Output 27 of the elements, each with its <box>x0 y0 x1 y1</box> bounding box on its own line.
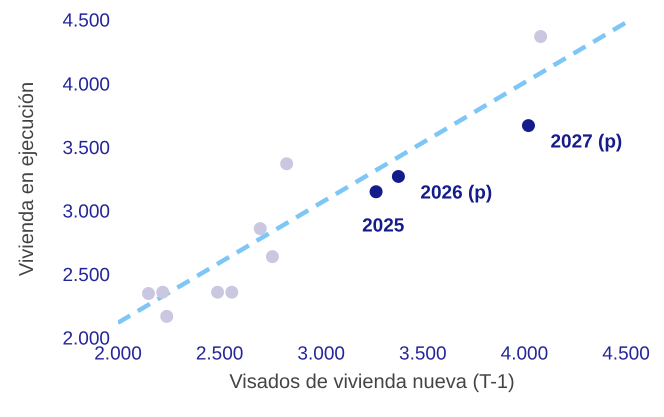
annotation: 2025 <box>362 216 405 237</box>
x-axis-title: Visados de vivienda nueva (T-1) <box>229 371 515 393</box>
point <box>534 30 548 44</box>
y-axis-title: Vivienda en ejecución <box>16 82 38 276</box>
annotation: 2026 (p) <box>420 182 492 204</box>
annotation: 2027 (p) <box>550 132 622 153</box>
y-tick-label: 4.000 <box>62 74 110 96</box>
point <box>280 157 294 170</box>
point <box>156 286 170 299</box>
point <box>392 170 405 183</box>
y-tick-label: 2.500 <box>62 265 110 286</box>
y-tick-label: 3.000 <box>62 202 110 223</box>
x-tick-label: 4.500 <box>602 343 650 364</box>
y-tick-label: 3.500 <box>62 138 110 159</box>
point <box>266 250 279 264</box>
y-tick-label: 4.500 <box>62 10 110 32</box>
x-tick-label: 3.500 <box>399 343 447 364</box>
x-tick-label: 3.000 <box>297 343 345 364</box>
point <box>254 222 267 236</box>
x-tick-label: 2.500 <box>196 343 244 364</box>
x-tick-label: 4.000 <box>500 343 548 364</box>
point <box>370 185 383 198</box>
point <box>211 286 224 299</box>
point <box>160 310 174 323</box>
point <box>225 286 238 299</box>
point <box>522 119 535 132</box>
point <box>142 286 155 300</box>
